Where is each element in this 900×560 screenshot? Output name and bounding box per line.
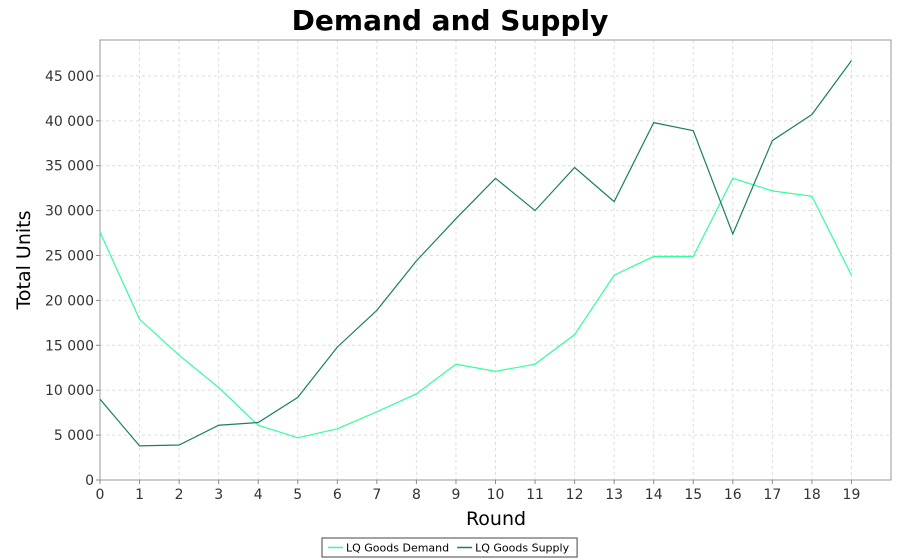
x-tick-label: 10 [487,487,505,503]
legend-label: LQ Goods Demand [346,542,449,555]
x-tick-label: 5 [293,487,302,503]
x-tick-label: 11 [526,487,544,503]
x-tick-label: 13 [605,487,623,503]
x-tick-label: 1 [135,487,144,503]
x-tick-label: 4 [254,487,263,503]
y-tick-label: 45 000 [45,69,94,85]
x-tick-label: 2 [175,487,184,503]
legend: LQ Goods Demand LQ Goods Supply [321,537,578,558]
y-tick-label: 40 000 [45,114,94,130]
y-tick-label: 5 000 [54,428,94,444]
x-tick-label: 17 [763,487,781,503]
x-tick-label: 7 [372,487,381,503]
x-tick-label: 19 [843,487,861,503]
series-line-supply [99,60,852,447]
x-tick-label: 14 [645,487,663,503]
x-tick-label: 18 [803,487,821,503]
y-axis: 0 5 000 10 000 15 000 20 000 25 000 30 000 35 0… [45,69,100,489]
x-tick-label: 12 [566,487,584,503]
y-tick-label: 20 000 [45,293,94,309]
y-tick-label: 25 000 [45,249,94,265]
chart-title: Demand and Supply [292,4,609,37]
x-tick-label: 9 [451,487,460,503]
y-axis-label: Total Units [13,211,35,311]
series-line-demand [99,177,852,439]
legend-box [321,537,578,558]
x-tick-label: 15 [684,487,702,503]
x-axis-label: Round [466,508,526,530]
x-tick-label: 0 [96,487,105,503]
x-axis: 0 1 2 3 4 5 6 7 8 9 10 11 12 13 14 15 16 17 18 19 [96,480,861,503]
x-tick-label: 3 [214,487,223,503]
grid [99,40,891,481]
x-tick-label: 8 [412,487,421,503]
y-tick-label: 15 000 [45,338,94,354]
y-tick-label: 10 000 [45,383,94,399]
series-group [99,60,852,447]
x-tick-label: 6 [333,487,342,503]
y-tick-label: 30 000 [45,204,94,220]
y-tick-label: 35 000 [45,159,94,175]
y-tick-label: 0 [85,473,94,489]
x-tick-label: 16 [724,487,742,503]
legend-label: LQ Goods Supply [475,542,569,555]
